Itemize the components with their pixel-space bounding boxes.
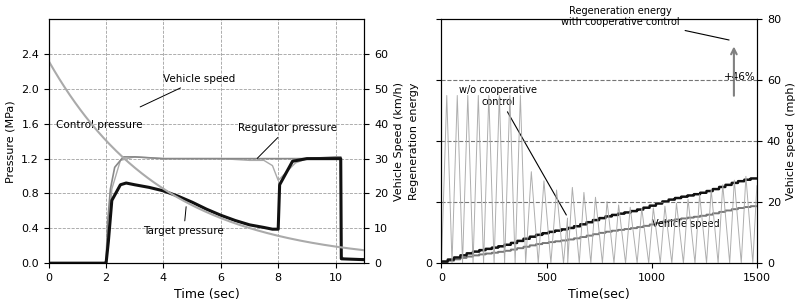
Text: Vehicle speed: Vehicle speed	[652, 219, 719, 229]
Text: Target pressure: Target pressure	[144, 207, 224, 236]
Text: Regeneration energy
with cooperative control: Regeneration energy with cooperative con…	[561, 6, 729, 40]
Text: Regulator pressure: Regulator pressure	[238, 123, 337, 158]
Y-axis label: Regeneration energy: Regeneration energy	[409, 83, 419, 200]
X-axis label: Time (sec): Time (sec)	[173, 289, 239, 301]
X-axis label: Time(sec): Time(sec)	[569, 289, 630, 301]
Text: w/o cooperative
control: w/o cooperative control	[460, 85, 566, 215]
Y-axis label: Vehicle speed  (mph): Vehicle speed (mph)	[787, 82, 796, 200]
Text: +46%: +46%	[724, 72, 756, 82]
Text: Control pressure: Control pressure	[56, 120, 143, 130]
Text: Vehicle speed: Vehicle speed	[140, 74, 236, 107]
Y-axis label: Pressure (MPa): Pressure (MPa)	[6, 100, 15, 183]
Y-axis label: Vehicle Speed (km/h): Vehicle Speed (km/h)	[394, 82, 403, 201]
